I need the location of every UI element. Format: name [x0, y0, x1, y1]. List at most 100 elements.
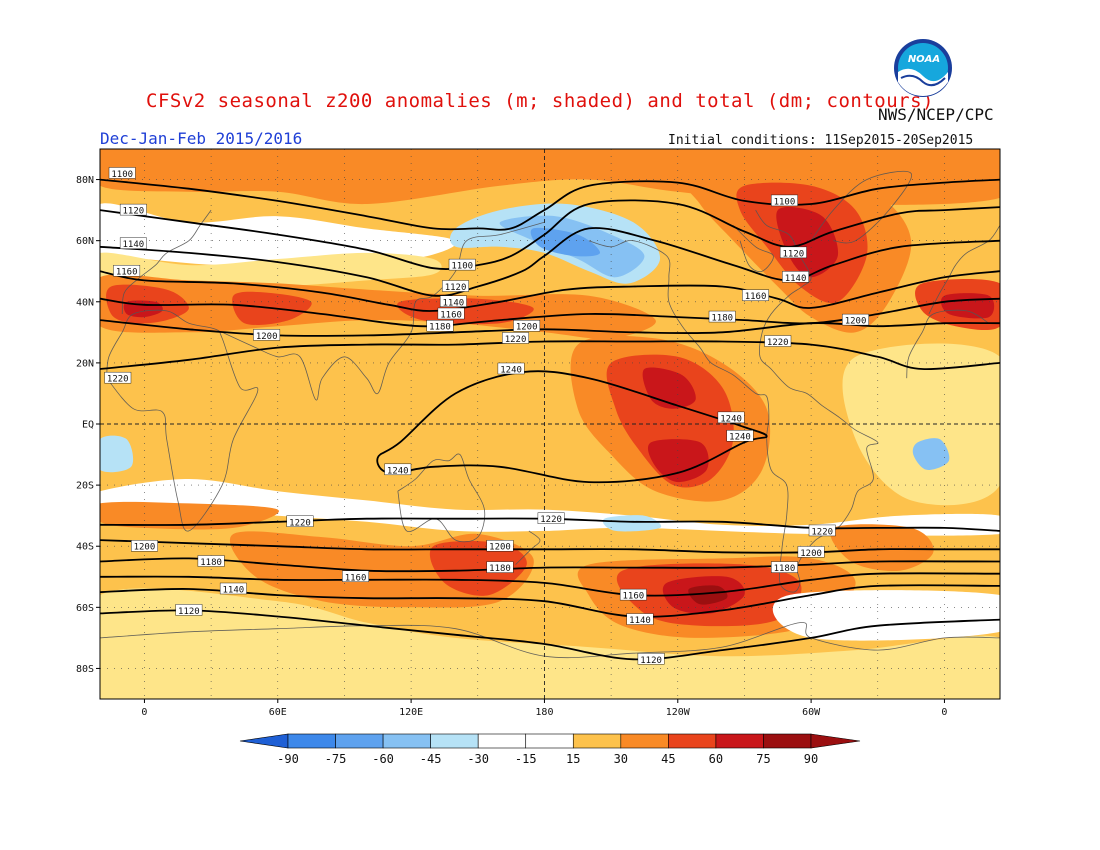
coastline — [733, 225, 774, 273]
contour-label-box — [764, 335, 792, 347]
contour-label-box — [426, 320, 454, 332]
contour-label-box — [779, 246, 807, 259]
anomaly-region — [100, 252, 442, 288]
contour-label-box — [708, 310, 736, 323]
contour-1160 — [100, 572, 1000, 597]
contour-label-box — [502, 332, 529, 344]
contour-label: 1160 — [116, 268, 138, 278]
contour-label: 1240 — [500, 366, 522, 376]
season-label: Dec-Jan-Feb 2015/2016 — [100, 129, 303, 148]
lat-label: 60S — [76, 603, 94, 614]
contour-label: 1140 — [629, 616, 651, 626]
anomaly-region — [830, 524, 934, 572]
anomaly-region — [100, 588, 1000, 699]
colorbar-swatch — [572, 733, 622, 749]
logo-text: NOAA — [907, 54, 941, 65]
colorbar-swatch — [477, 733, 527, 749]
colorbar-left-arrow — [239, 733, 289, 749]
contour-1100 — [100, 178, 1000, 231]
contour-1220 — [100, 340, 1000, 370]
anomaly-region — [397, 298, 534, 325]
coastline — [515, 530, 541, 565]
contour-label: 1200 — [516, 323, 538, 333]
contour-label-box — [626, 613, 654, 625]
lat-label: 40S — [76, 542, 94, 553]
colorbar: -90 -75 -60 -45 -30 -15 15 30 45 60 75 90 — [239, 733, 861, 766]
contour-label: 1140 — [785, 274, 807, 284]
colorbar-swatch — [287, 733, 336, 749]
colorbar-label: 75 — [756, 752, 770, 766]
contour-label: 1140 — [442, 298, 464, 308]
contour-label: 1220 — [767, 338, 789, 348]
contour-label-box — [342, 570, 369, 582]
contour-label-box — [717, 411, 745, 424]
height-contours: 1100 1100 1100 1120 1120 1120 1140 1140 1140 1160… — [100, 167, 1000, 666]
colorbar-label: 30 — [614, 752, 628, 766]
contour-label: 1180 — [429, 323, 451, 333]
contour-label: 1160 — [745, 292, 767, 302]
lat-label: EQ — [82, 420, 94, 431]
lon-label: 60E — [269, 707, 287, 718]
anomaly-region — [530, 227, 601, 257]
contour-label: 1180 — [774, 564, 796, 574]
coastline — [906, 309, 990, 379]
contour-label: 1220 — [811, 527, 833, 537]
contour-1120 — [100, 609, 1000, 661]
contour-label-box — [842, 313, 869, 326]
contour-label: 1100 — [451, 262, 473, 272]
contour-label-box — [253, 329, 281, 341]
contour-label-box — [486, 561, 514, 573]
contour-label: 1180 — [711, 314, 733, 324]
contour-label-box — [119, 203, 147, 216]
lat-label: 80S — [76, 664, 94, 675]
coastline — [100, 622, 1000, 659]
lat-label: 80N — [76, 175, 94, 186]
colorbar-swatch — [382, 733, 431, 749]
contour-label-box — [726, 430, 754, 442]
coastline — [106, 309, 259, 532]
contour-1140 — [100, 227, 1000, 297]
anomaly-region — [688, 585, 728, 605]
contour-label: 1200 — [845, 317, 867, 327]
lon-label: 180 — [535, 707, 553, 718]
contour-label-box — [384, 463, 412, 476]
anomaly-region — [772, 590, 1000, 641]
lat-label: 40N — [76, 297, 94, 308]
contour-1180 — [100, 557, 1000, 573]
coastline — [810, 170, 912, 244]
contour-label: 1220 — [540, 515, 562, 525]
contour-label: 1200 — [256, 332, 278, 342]
contour-label-box — [131, 540, 158, 552]
longitude-labels: 0 60E 120E 180 120W 60W 0 — [141, 699, 947, 718]
contour-label-box — [175, 604, 203, 616]
contour-1140 — [100, 584, 1000, 618]
contour-label: 1200 — [800, 549, 822, 559]
contour-label: 1240 — [387, 466, 409, 476]
initial-conditions-label: Initial conditions: 11Sep2015-20Sep2015 — [668, 133, 974, 148]
anomaly-region — [912, 438, 950, 470]
agency-label: NWS/NCEP/CPC — [878, 105, 994, 124]
latitude-labels: 80N 60N 40N 20N EQ 20S 40S 60S 80S — [76, 175, 100, 675]
lon-label: 0 — [941, 707, 947, 718]
contour-label-box — [286, 515, 314, 527]
contour-label-box — [513, 320, 541, 332]
contour-label: 1120 — [640, 656, 662, 666]
contour-1120 — [100, 199, 1000, 270]
contour-label-box — [486, 540, 514, 552]
contour-label: 1200 — [489, 543, 511, 553]
colorbar-label: -15 — [515, 752, 537, 766]
colorbar-swatch — [335, 733, 384, 749]
colorbar-label: -30 — [467, 752, 489, 766]
contour-label-box — [637, 653, 665, 665]
contour-label: 1240 — [720, 414, 742, 424]
lon-label: 120E — [399, 707, 423, 718]
contour-label: 1220 — [289, 518, 311, 528]
colorbar-label: -90 — [277, 752, 299, 766]
contour-label: 1160 — [622, 592, 644, 602]
contour-label-box — [104, 371, 132, 384]
colorbar-label: -75 — [325, 752, 347, 766]
colorbar-swatch — [715, 733, 764, 749]
contour-label: 1160 — [345, 573, 367, 583]
contour-label-box — [619, 588, 647, 601]
colorbar-label: 90 — [804, 752, 818, 766]
